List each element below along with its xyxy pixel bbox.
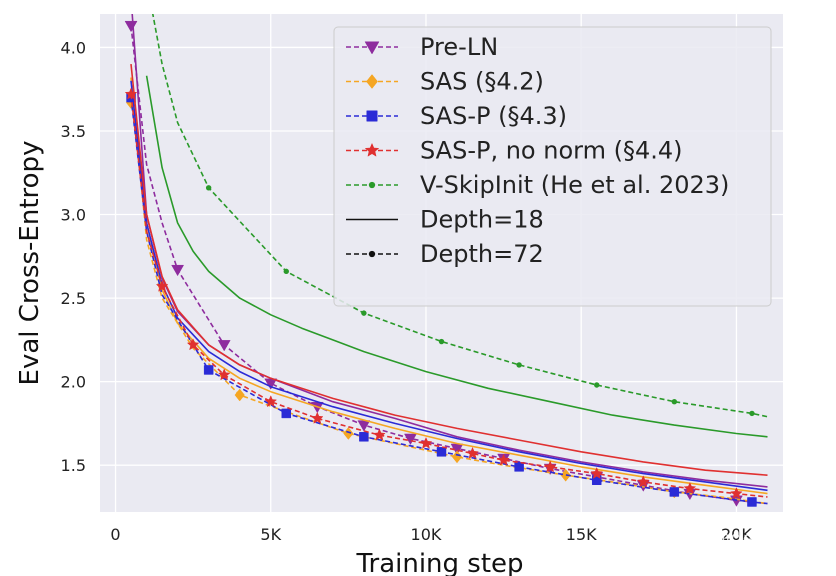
data-point-marker	[543, 460, 557, 473]
data-point-marker	[466, 446, 479, 459]
y-tick-label: 2.0	[61, 373, 86, 392]
series-line	[130, 94, 768, 498]
data-point-marker	[419, 436, 433, 449]
legend-marker	[364, 142, 380, 157]
data-point-marker	[234, 388, 245, 402]
data-point-marker	[124, 20, 138, 33]
data-point-marker	[749, 410, 755, 417]
series-line	[130, 80, 768, 492]
data-point-marker	[404, 433, 417, 445]
legend-label: SAS-P (§4.3)	[420, 102, 567, 130]
data-point-marker	[730, 486, 743, 500]
data-point-marker	[205, 185, 212, 191]
series-line	[145, 75, 768, 438]
x-tick-label: 10K	[411, 525, 442, 544]
series-line	[130, 97, 768, 505]
data-point-marker	[310, 411, 324, 424]
series-line	[130, 64, 768, 476]
data-point-marker	[217, 340, 231, 352]
data-point-marker	[514, 462, 524, 472]
data-point-marker	[186, 338, 200, 351]
y-tick-label: 1.5	[61, 456, 86, 475]
series-line	[130, 77, 768, 505]
legend-marker	[368, 250, 376, 258]
data-point-marker	[560, 468, 571, 482]
data-point-marker	[516, 362, 522, 368]
y-tick-label: 2.5	[61, 289, 86, 308]
data-point-marker	[497, 453, 510, 466]
data-point-marker	[671, 399, 678, 405]
y-axis-title: Eval Cross-Entropy	[15, 141, 45, 386]
data-point-marker	[155, 279, 169, 292]
legend-marker	[368, 181, 376, 189]
data-point-marker	[436, 447, 447, 457]
x-tick-label: 5K	[260, 525, 281, 544]
series-line	[151, 14, 768, 418]
data-point-marker	[217, 368, 231, 381]
legend-label: Pre-LN	[420, 33, 498, 61]
axes: 0 5K 10K 15K 20K 1.5 2.0 2.5 3.0 3.5 4.0	[61, 38, 753, 544]
legend-marker	[366, 74, 378, 89]
data-point-marker	[359, 432, 369, 442]
data-point-marker	[343, 427, 354, 440]
legend-marker	[366, 110, 378, 122]
legend-label: Depth=18	[420, 206, 544, 234]
y-tick-label: 3.5	[61, 122, 86, 141]
x-axis-title: Training step	[355, 549, 523, 576]
legend-label: SAS (§4.2)	[420, 68, 544, 96]
legend-label: Depth=72	[420, 240, 544, 268]
data-point-marker	[636, 475, 650, 488]
data-point-marker	[124, 87, 138, 100]
data-point-marker	[683, 481, 697, 495]
data-point-marker	[594, 382, 600, 388]
data-point-marker	[438, 338, 445, 345]
x-tick-label: 0	[110, 525, 120, 544]
x-tick-label: 15K	[566, 525, 597, 544]
data-point-marker	[747, 497, 757, 507]
y-tick-label: 4.0	[61, 38, 86, 57]
legend: Pre-LN SAS (§4.2) SAS-P (§4.3) SAS-P, no no…	[333, 26, 772, 307]
legend-marker	[364, 41, 380, 55]
data-point-marker	[171, 264, 185, 277]
legend-label: SAS-P, no norm (§4.4)	[420, 137, 683, 165]
y-tick-label: 3.0	[61, 206, 86, 225]
series-layer	[124, 14, 768, 507]
data-point-marker	[264, 395, 278, 408]
data-point-marker	[361, 310, 367, 316]
data-point-marker	[281, 408, 292, 419]
legend-label: V-SkipInit (He et al. 2023)	[420, 171, 729, 199]
data-point-marker	[283, 268, 289, 275]
data-point-marker	[373, 428, 386, 441]
data-point-marker	[203, 365, 214, 375]
data-point-marker	[590, 466, 604, 479]
series-line	[130, 89, 768, 495]
watermark: 知乎 @deephub	[664, 526, 818, 550]
x-tick-label: 20K	[721, 525, 752, 544]
data-point-marker	[669, 487, 680, 497]
legend-frame	[333, 26, 772, 307]
